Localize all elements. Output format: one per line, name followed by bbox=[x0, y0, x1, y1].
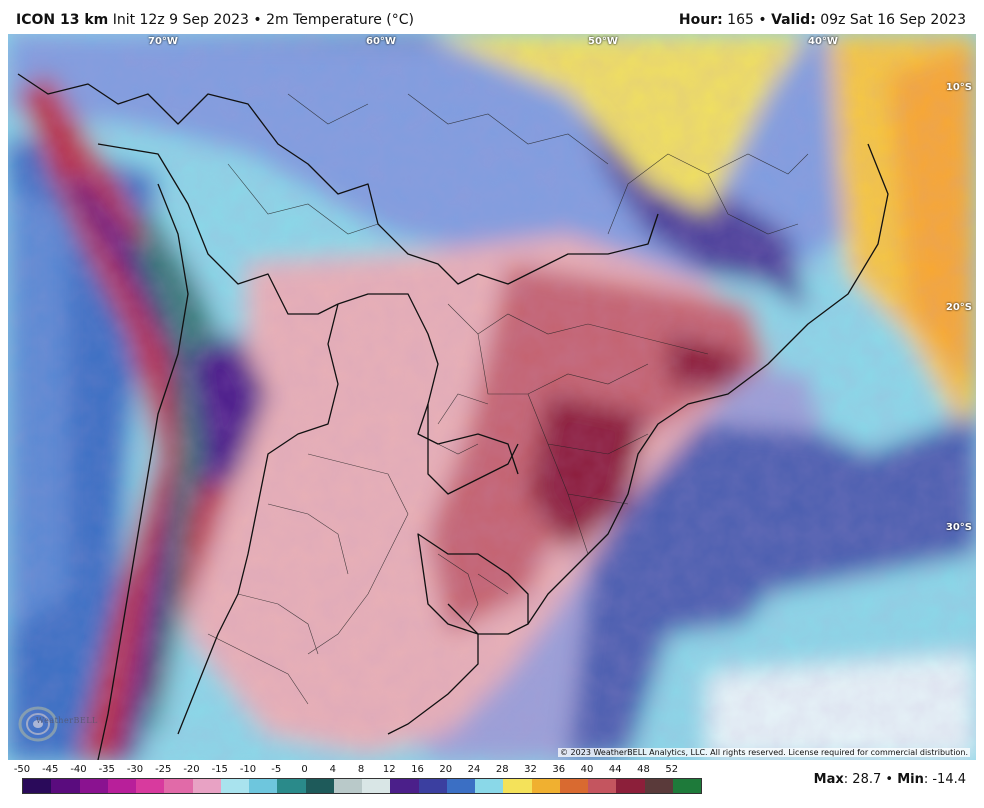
title-separator: • bbox=[253, 12, 262, 28]
colorbar-tick-label: -25 bbox=[155, 764, 172, 775]
colorbar-swatch bbox=[107, 779, 136, 793]
colorbar-tick-label: 0 bbox=[301, 764, 308, 775]
max-value: 28.7 bbox=[852, 772, 882, 787]
colorbar-tick-label: 52 bbox=[665, 764, 679, 775]
colorbar-tick-label: 48 bbox=[637, 764, 650, 775]
copyright-notice: © 2023 WeatherBELL Analytics, LLC. All r… bbox=[558, 748, 970, 757]
lon-label-50w: 50°W bbox=[588, 36, 618, 47]
colorbar-tick-label: -45 bbox=[42, 764, 59, 775]
logo-swirl-icon bbox=[18, 706, 58, 742]
colorbar-swatch bbox=[249, 779, 278, 793]
texture-overlay bbox=[8, 34, 976, 760]
lon-label-70w: 70°W bbox=[148, 36, 178, 47]
colorbar-tick-label: 12 bbox=[382, 764, 396, 775]
init-time: Init 12z 9 Sep 2023 bbox=[112, 12, 249, 28]
colorbar-swatch bbox=[559, 779, 588, 793]
colorbar-tick-label: 32 bbox=[524, 764, 537, 775]
coastline-estuary bbox=[387, 603, 479, 735]
colorbar-swatch bbox=[418, 779, 447, 793]
colorbar-swatch bbox=[644, 779, 673, 793]
colorbar-tick-label: -15 bbox=[211, 764, 228, 775]
temperature-colorbar bbox=[22, 778, 702, 794]
colorbar-swatch bbox=[616, 779, 645, 793]
field-name: 2m Temperature (°C) bbox=[266, 12, 414, 28]
colorbar-tick-label: 36 bbox=[552, 764, 566, 775]
min-value: -14.4 bbox=[932, 772, 966, 787]
state-borders bbox=[207, 93, 809, 705]
colorbar-swatch bbox=[220, 779, 249, 793]
colorbar-tick-label: 8 bbox=[357, 764, 365, 775]
hour-label: Hour: bbox=[678, 12, 723, 28]
lat-label-30s: 30°S bbox=[945, 522, 972, 533]
temperature-map[interactable]: 70°W 60°W 50°W 40°W 10°S 20°S 30°S Weath… bbox=[8, 34, 976, 760]
lon-label-40w: 40°W bbox=[808, 36, 838, 47]
lat-label-20s: 20°S bbox=[945, 302, 972, 313]
colorbar-swatch bbox=[192, 779, 221, 793]
colorbar-tick-label: 20 bbox=[439, 764, 453, 775]
map-canvas bbox=[8, 34, 976, 760]
colorbar-swatch bbox=[23, 779, 52, 793]
colorbar-swatch bbox=[79, 779, 108, 793]
min-label: Min bbox=[897, 772, 924, 787]
colorbar-swatch bbox=[588, 779, 617, 793]
hour-value: 165 bbox=[727, 12, 754, 28]
valid-value: 09z Sat 16 Sep 2023 bbox=[820, 12, 966, 28]
model-name: ICON 13 km bbox=[16, 12, 109, 28]
valid-time-info: Hour: 165 • Valid: 09z Sat 16 Sep 2023 bbox=[679, 12, 966, 28]
colorbar-tick-label: 16 bbox=[411, 764, 424, 775]
max-min-stats: Max: 28.7 • Min: -14.4 bbox=[813, 772, 966, 787]
colorbar-tick-label: -40 bbox=[70, 764, 87, 775]
colorbar-swatch bbox=[362, 779, 391, 793]
colorbar-tick-label: -30 bbox=[126, 764, 144, 775]
colorbar-tick-label: 24 bbox=[467, 764, 481, 775]
colorbar-swatch bbox=[51, 779, 80, 793]
colorbar-tick-label: -10 bbox=[239, 764, 257, 775]
colorbar-swatch bbox=[164, 779, 193, 793]
max-label: Max bbox=[813, 772, 844, 787]
logo-text: WeatherBELL bbox=[36, 716, 98, 725]
colorbar-swatch bbox=[475, 779, 504, 793]
colorbar-tick-label: 40 bbox=[580, 764, 594, 775]
colorbar-swatch bbox=[446, 779, 475, 793]
colorbar-tick-label: 4 bbox=[329, 764, 336, 775]
map-header: ICON 13 km Init 12z 9 Sep 2023 • 2m Temp… bbox=[0, 0, 984, 34]
valid-label: Valid: bbox=[771, 12, 816, 28]
colorbar-swatch bbox=[136, 779, 165, 793]
colorbar-tick-label: -50 bbox=[13, 764, 31, 775]
colorbar-tick-label: 28 bbox=[495, 764, 509, 775]
colorbar-swatch bbox=[305, 779, 334, 793]
lon-label-60w: 60°W bbox=[366, 36, 396, 47]
colorbar-swatch bbox=[390, 779, 419, 793]
title-right-separator: • bbox=[758, 12, 767, 28]
colorbar-tick-label: -35 bbox=[98, 764, 115, 775]
colorbar-tick-label: -5 bbox=[271, 764, 282, 775]
colorbar-swatch bbox=[672, 779, 701, 793]
map-title: ICON 13 km Init 12z 9 Sep 2023 • 2m Temp… bbox=[16, 12, 414, 28]
colorbar-tick-label: 44 bbox=[608, 764, 622, 775]
lat-label-10s: 10°S bbox=[945, 82, 972, 93]
colorbar-swatch bbox=[333, 779, 362, 793]
weatherbell-logo: WeatherBELL bbox=[14, 702, 104, 746]
colorbar-swatch bbox=[531, 779, 560, 793]
colorbar-swatch bbox=[503, 779, 532, 793]
colorbar-swatch bbox=[277, 779, 306, 793]
colorbar-tick-label: -20 bbox=[183, 764, 200, 775]
colorbar-tick-labels: -50 -45 -40 -35 -30 -25 -20 -15 -10 -5 0 4 8 12 16 20 24… bbox=[0, 764, 720, 778]
